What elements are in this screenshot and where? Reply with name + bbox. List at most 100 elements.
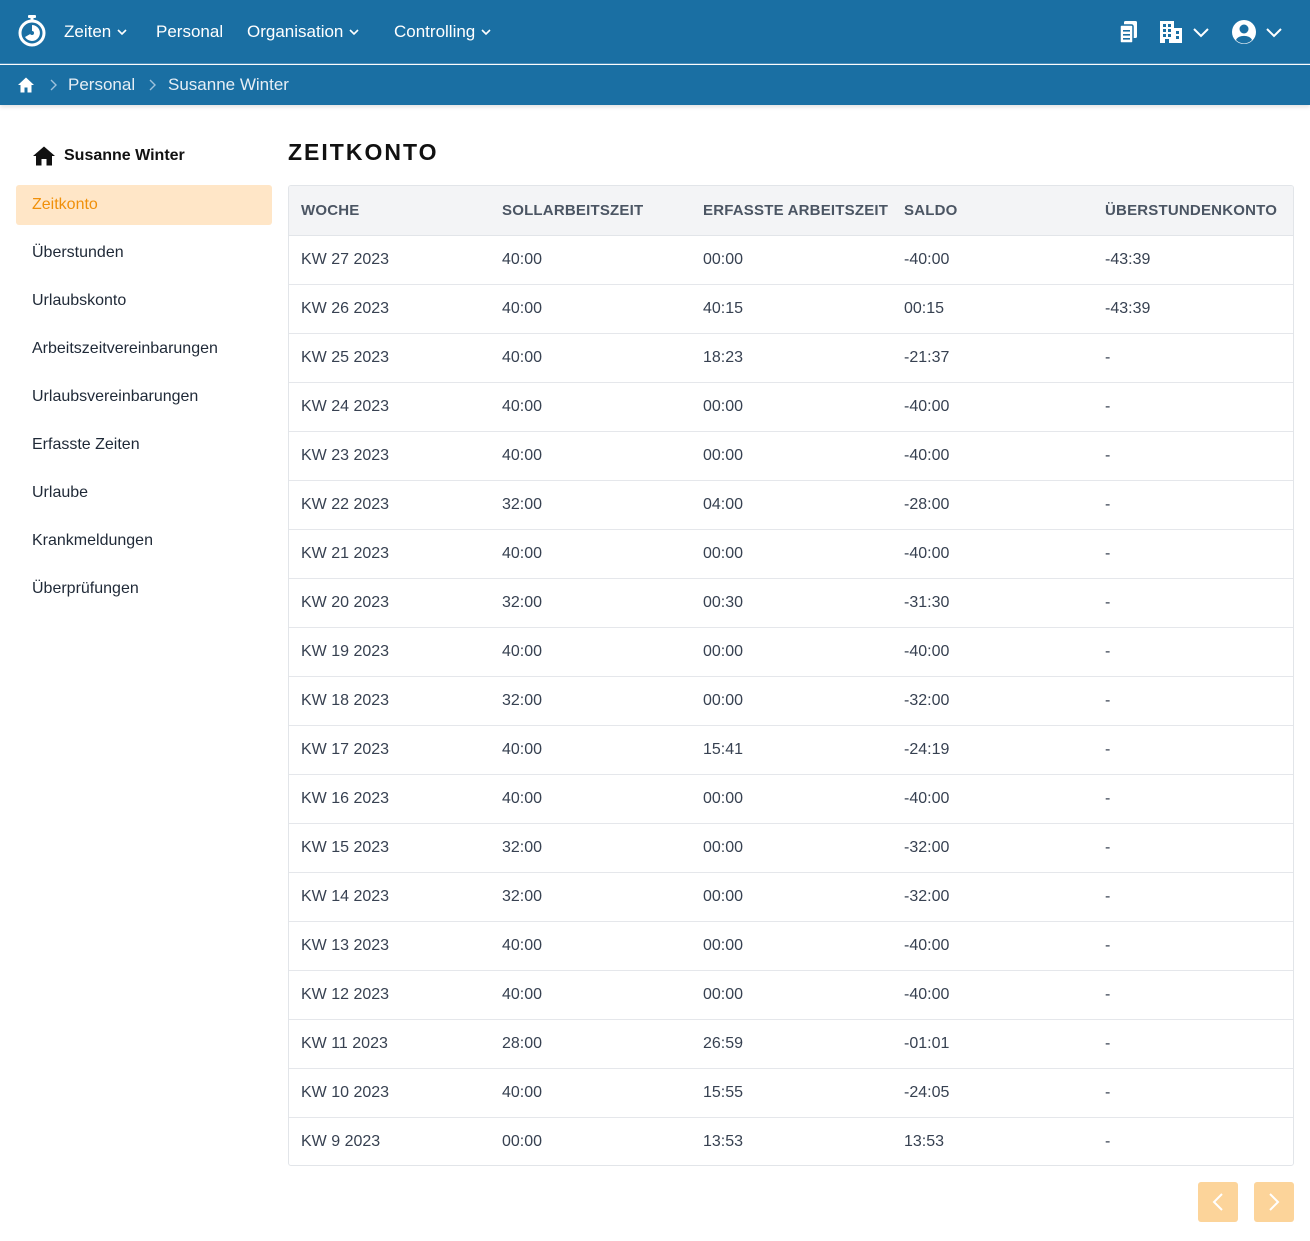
cell-sollarbeitszeit: 32:00 bbox=[490, 480, 691, 530]
cell-erfasste-arbeitszeit: 04:00 bbox=[691, 480, 892, 530]
cell-ueberstundenkonto: - bbox=[1093, 382, 1293, 432]
cell-saldo: 00:15 bbox=[892, 284, 1093, 334]
column-header-saldo: SALDO bbox=[892, 186, 1093, 236]
sidebar-item-urlaubsvereinbarungen[interactable]: Urlaubsvereinbarungen bbox=[32, 388, 199, 405]
sidebar-item-zeitkonto[interactable]: Zeitkonto bbox=[16, 185, 272, 225]
cell-sollarbeitszeit: 40:00 bbox=[490, 970, 691, 1020]
cell-erfasste-arbeitszeit: 00:00 bbox=[691, 823, 892, 873]
cell-saldo: -40:00 bbox=[892, 235, 1093, 285]
cell-saldo: 13:53 bbox=[904, 1132, 945, 1150]
cell-saldo: -40:00 bbox=[892, 382, 1093, 432]
table-row: KW 14 2023 32:00 00:00 -32:00- bbox=[289, 872, 1293, 922]
nav-personal-label: Personal bbox=[156, 22, 224, 41]
cell-erfasste-arbeitszeit: 00:00 bbox=[691, 872, 892, 922]
nav-controlling[interactable]: Controlling bbox=[394, 0, 492, 64]
column-header-erfasste-arbeitszeit: ERFASSTE ARBEITSZEIT bbox=[691, 186, 892, 236]
cell-sollarbeitszeit: 40:00 bbox=[490, 284, 691, 334]
chevron-down-icon bbox=[481, 29, 491, 36]
cell-sollarbeitszeit: 32:00 bbox=[490, 578, 691, 628]
chevron-down-icon bbox=[117, 29, 127, 36]
cell-woche: KW 27 2023 bbox=[289, 235, 490, 285]
nav-organisation[interactable]: Organisation bbox=[247, 0, 360, 64]
cell-erfasste-arbeitszeit: 18:23 bbox=[691, 333, 892, 383]
sidebar-item-ueberpruefungen[interactable]: Überprüfungen bbox=[32, 580, 139, 597]
table-row: KW 22 2023 32:00 04:00 -28:00- bbox=[289, 480, 1293, 530]
cell-saldo: -32:00 bbox=[892, 823, 1093, 873]
table-header-row: WOCHE SOLLARBEITSZEIT ERFASSTE ARBEITSZE… bbox=[289, 186, 1293, 236]
cell-sollarbeitszeit: 40:00 bbox=[490, 382, 691, 432]
cell-woche: KW 16 2023 bbox=[289, 774, 490, 824]
cell-ueberstundenkonto: - bbox=[1093, 431, 1293, 481]
home-icon[interactable] bbox=[17, 76, 35, 94]
user-menu[interactable] bbox=[1231, 16, 1283, 48]
sidebar-item-krankmeldungen[interactable]: Krankmeldungen bbox=[32, 532, 153, 549]
cell-ueberstundenkonto: - bbox=[1093, 823, 1293, 873]
chevron-right-icon bbox=[1269, 1193, 1280, 1211]
nav-organisation-label: Organisation bbox=[247, 22, 344, 41]
cell-saldo: -40:00 bbox=[892, 970, 1093, 1020]
cell-sollarbeitszeit: 40:00 bbox=[490, 774, 691, 824]
cell-ueberstundenkonto: - bbox=[1093, 578, 1293, 628]
cell-erfasste-arbeitszeit: 00:00 bbox=[691, 627, 892, 677]
column-header-ueberstundenkonto: ÜBERSTUNDENKONTO bbox=[1093, 186, 1293, 236]
cell-ueberstundenkonto: - bbox=[1105, 1132, 1111, 1150]
cell-saldo: -32:00 bbox=[892, 676, 1093, 726]
table-row: KW 25 2023 40:00 18:23 -21:37- bbox=[289, 333, 1293, 383]
cell-ueberstundenkonto: - bbox=[1093, 333, 1293, 383]
table-row: KW 26 2023 40:00 40:15 00:15 -43:39 bbox=[289, 284, 1293, 334]
cell-ueberstundenkonto: -43:39 bbox=[1093, 284, 1293, 334]
cell-sollarbeitszeit: 40:00 bbox=[490, 725, 691, 775]
breadcrumb-current[interactable]: Susanne Winter bbox=[168, 75, 289, 94]
chevron-left-icon bbox=[1212, 1193, 1223, 1211]
column-header-woche: WOCHE bbox=[289, 186, 490, 236]
cell-woche: KW 15 2023 bbox=[289, 823, 490, 873]
nav-personal[interactable]: Personal bbox=[156, 0, 223, 64]
cell-woche: KW 14 2023 bbox=[289, 872, 490, 922]
cell-ueberstundenkonto: - bbox=[1093, 1068, 1293, 1118]
cell-erfasste-arbeitszeit: 40:15 bbox=[691, 284, 892, 334]
cell-ueberstundenkonto: - bbox=[1093, 921, 1293, 971]
breadcrumb-personal[interactable]: Personal bbox=[68, 75, 136, 94]
next-page-button[interactable] bbox=[1254, 1182, 1294, 1222]
cell-woche: KW 19 2023 bbox=[289, 627, 490, 677]
table-row: KW 18 2023 32:00 00:00 -32:00- bbox=[289, 676, 1293, 726]
cell-saldo: -28:00 bbox=[892, 480, 1093, 530]
table-row: KW 15 2023 32:00 00:00 -32:00- bbox=[289, 823, 1293, 873]
sidebar-item-arbeitszeitvereinbarungen[interactable]: Arbeitszeitvereinbarungen bbox=[32, 340, 218, 357]
column-header-sollarbeitszeit: SOLLARBEITSZEIT bbox=[490, 186, 691, 236]
sidebar-item-erfasste-zeiten[interactable]: Erfasste Zeiten bbox=[32, 436, 140, 453]
cell-erfasste-arbeitszeit: 00:00 bbox=[691, 529, 892, 579]
cell-woche: KW 12 2023 bbox=[289, 970, 490, 1020]
table-row: KW 19 2023 40:00 00:00 -40:00- bbox=[289, 627, 1293, 677]
cell-woche: KW 20 2023 bbox=[289, 578, 490, 628]
documents-button[interactable] bbox=[1117, 16, 1143, 48]
cell-woche: KW 18 2023 bbox=[289, 676, 490, 726]
sidebar-item-ueberstunden[interactable]: Überstunden bbox=[32, 244, 124, 261]
nav-zeiten[interactable]: Zeiten bbox=[64, 0, 128, 64]
home-icon bbox=[33, 146, 55, 166]
sidebar-item-urlaubskonto[interactable]: Urlaubskonto bbox=[32, 292, 127, 309]
cell-woche: KW 26 2023 bbox=[289, 284, 490, 334]
sidebar-item-urlaube[interactable]: Urlaube bbox=[32, 484, 89, 501]
cell-woche: KW 13 2023 bbox=[289, 921, 490, 971]
nav-zeiten-label: Zeiten bbox=[64, 22, 112, 41]
cell-sollarbeitszeit: 40:00 bbox=[490, 529, 691, 579]
cell-ueberstundenkonto: - bbox=[1093, 480, 1293, 530]
cell-erfasste-arbeitszeit: 00:00 bbox=[691, 235, 892, 285]
table-row: KW 9 2023 00:00 13:53 13:53 - bbox=[289, 1117, 1293, 1165]
previous-page-button[interactable] bbox=[1198, 1182, 1238, 1222]
cell-sollarbeitszeit: 40:00 bbox=[490, 235, 691, 285]
stopwatch-logo-icon[interactable] bbox=[17, 15, 47, 47]
cell-saldo: -40:00 bbox=[892, 921, 1093, 971]
cell-sollarbeitszeit: 00:00 bbox=[502, 1132, 543, 1150]
cell-ueberstundenkonto: - bbox=[1093, 872, 1293, 922]
table-row: KW 17 2023 40:00 15:41 -24:19- bbox=[289, 725, 1293, 775]
table-row: KW 10 2023 40:00 15:55 -24:05- bbox=[289, 1068, 1293, 1118]
cell-sollarbeitszeit: 40:00 bbox=[490, 921, 691, 971]
table-row: KW 23 2023 40:00 00:00 -40:00- bbox=[289, 431, 1293, 481]
table-row: KW 16 2023 40:00 00:00 -40:00- bbox=[289, 774, 1293, 824]
cell-woche: KW 9 2023 bbox=[301, 1132, 381, 1150]
organisation-switcher[interactable] bbox=[1158, 16, 1210, 48]
cell-sollarbeitszeit: 40:00 bbox=[490, 431, 691, 481]
table-row: KW 20 2023 32:00 00:30 -31:30- bbox=[289, 578, 1293, 628]
